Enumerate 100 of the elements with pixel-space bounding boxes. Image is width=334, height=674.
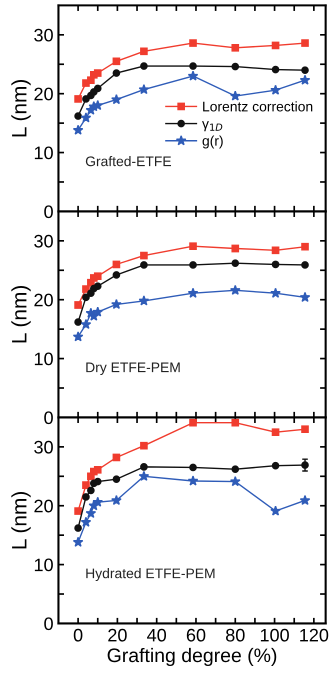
point [80,516,92,527]
point [231,244,240,252]
y-tick-label: 10 [34,146,53,160]
point [270,84,281,95]
point [140,442,148,450]
point [112,69,120,77]
point [140,261,148,269]
point [72,331,84,342]
point [188,288,198,298]
x-tick-label: 80 [226,628,245,642]
point [140,62,148,70]
point [86,508,96,518]
point [112,260,120,268]
y-tick-label: 10 [34,558,53,572]
y-axis-title: L (nm) [11,80,31,136]
point [74,112,82,120]
point [231,62,240,70]
y-tick-label: 30 [34,440,53,454]
point [189,62,197,70]
point [270,288,281,298]
point [80,318,92,330]
x-tick-label: 40 [147,628,166,642]
point [94,69,102,77]
point [272,66,280,74]
point [82,95,90,103]
point [189,242,197,250]
point [94,84,102,92]
point [112,57,120,66]
x-tick-label: 100 [260,628,289,642]
x-tick-label: 0 [74,628,82,642]
point [82,294,90,302]
point [138,84,150,94]
point [189,39,197,47]
point [300,494,310,506]
y-tick-label: 0 [44,411,53,424]
point [92,306,104,317]
point [80,112,92,122]
point [188,70,198,81]
point [272,462,280,470]
point [112,271,120,279]
x-tick-label: 20 [108,628,127,642]
point [189,261,197,269]
point [82,481,90,489]
point [112,475,120,484]
point [74,95,82,103]
point [140,47,148,56]
point [272,246,280,254]
point [300,292,310,302]
point [301,39,309,47]
point [74,301,82,309]
y-tick-label: 30 [34,28,53,42]
y-tick-label: 10 [34,352,53,366]
point [111,494,122,506]
y-axis-title: L (nm) [11,492,31,548]
point [94,466,102,474]
legend-label: g(r) [202,136,223,148]
annotation: Grafted-ETFE [86,156,172,166]
point [94,478,102,486]
point [138,295,150,306]
point [230,90,241,101]
y-tick-label: 20 [34,500,53,512]
x-tick-label: 60 [186,628,206,642]
annotation: Dry ETFE-PEM [86,362,180,375]
point [94,272,102,280]
point [301,66,309,74]
point [272,260,280,268]
point [188,475,198,486]
point [74,507,82,515]
point [74,318,82,326]
annotation: Hydrated ETFE-PEM [86,568,214,582]
y-axis-title: L (nm) [11,286,31,342]
point [301,261,309,269]
point [272,428,280,436]
point [82,493,90,501]
point [92,496,104,507]
point [230,476,241,486]
point [272,42,280,50]
point [94,282,102,290]
x-tick-label: 120 [300,628,328,642]
point [300,74,310,85]
point [230,284,241,295]
point [87,486,95,494]
point [189,464,197,472]
y-tick-label: 20 [34,294,53,306]
point [111,298,122,310]
legend-label: γ$_{1D}$ [202,121,222,132]
y-tick-label: 20 [34,88,53,100]
legend-label: Lorentz correction [203,101,312,112]
point [112,454,120,462]
point [72,536,84,547]
point [140,252,148,260]
point [301,242,309,251]
y-tick-label: 0 [44,205,53,218]
point [138,470,150,481]
point [72,124,84,135]
y-tick-label: 0 [44,617,53,630]
point [270,505,281,516]
point [231,44,240,52]
point [231,465,240,474]
x-axis-title: Grafting degree (%) [108,648,276,666]
